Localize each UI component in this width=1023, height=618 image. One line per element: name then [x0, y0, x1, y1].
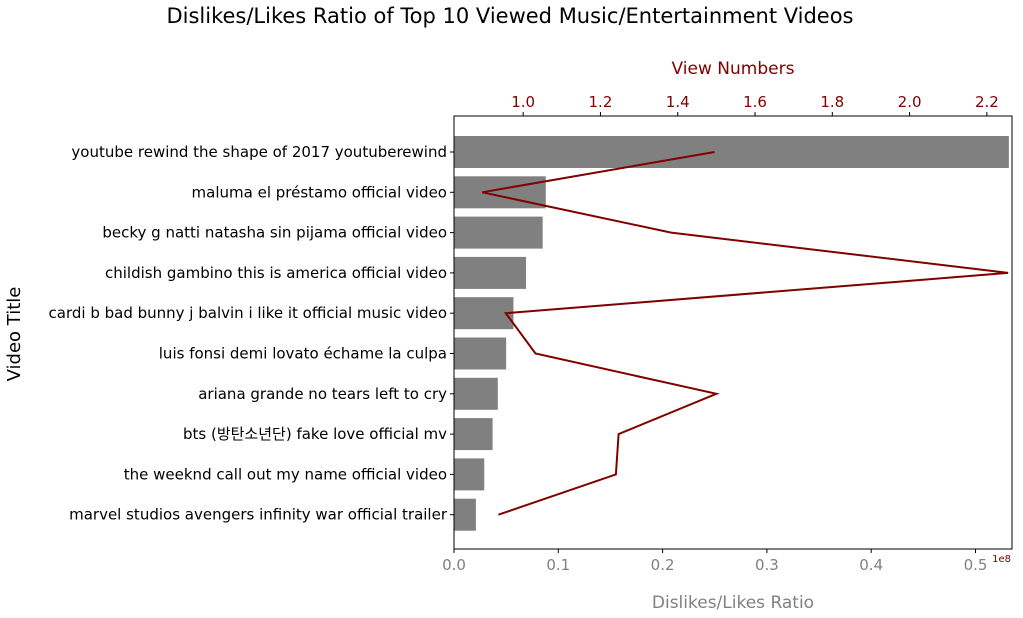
- bar-0: [454, 136, 1009, 168]
- bottom-tick-label: 0.1: [546, 556, 570, 574]
- category-label: youtube rewind the shape of 2017 youtube…: [71, 143, 447, 161]
- top-axis-label: View Numbers: [672, 59, 795, 79]
- y-axis-label: Video Title: [4, 287, 25, 382]
- bar-7: [454, 418, 493, 451]
- top-tick-label: 2.0: [898, 93, 922, 111]
- bar-5: [454, 337, 507, 370]
- category-label: luis fonsi demi lovato échame la culpa: [159, 345, 447, 363]
- bar-4: [454, 297, 514, 330]
- category-label: childish gambino this is america officia…: [105, 264, 447, 282]
- view-numbers-line: [481, 151, 1009, 516]
- bar-3: [454, 256, 526, 289]
- category-label: maluma el préstamo official video: [192, 183, 447, 201]
- bottom-tick-label: 0.3: [755, 556, 779, 574]
- category-label: becky g natti natasha sin pijama officia…: [102, 224, 447, 242]
- bars: [454, 136, 1009, 531]
- top-tick-label: 1.6: [743, 93, 767, 111]
- bar-2: [454, 216, 543, 249]
- top-tick-label: 1.4: [666, 93, 690, 111]
- top-axis-ticks: 1.0 1.2 1.4 1.6 1.8 2.0 2.2: [511, 93, 999, 116]
- top-axis-exponent: 1e8: [992, 554, 1011, 565]
- category-label: bts (방탄소년단) fake love official mv: [183, 425, 447, 443]
- bar-8: [454, 458, 485, 491]
- top-tick-label: 1.8: [820, 93, 844, 111]
- bottom-axis-ticks: 0.0 0.1 0.2 0.3 0.4 0.5: [442, 549, 987, 574]
- category-labels: youtube rewind the shape of 2017 youtube…: [49, 143, 454, 524]
- top-tick-label: 2.2: [975, 93, 999, 111]
- top-tick-label: 1.2: [589, 93, 613, 111]
- category-label: the weeknd call out my name official vid…: [124, 465, 447, 483]
- category-label: marvel studios avengers infinity war off…: [69, 506, 448, 524]
- category-label: ariana grande no tears left to cry: [198, 385, 447, 403]
- view-line: [481, 151, 1009, 516]
- bottom-tick-label: 0.5: [964, 556, 988, 574]
- bottom-tick-label: 0.4: [859, 556, 883, 574]
- category-label: cardi b bad bunny j balvin i like it off…: [49, 304, 447, 322]
- bar-6: [454, 377, 498, 410]
- chart-title: Dislikes/Likes Ratio of Top 10 Viewed Mu…: [166, 4, 853, 28]
- bottom-tick-label: 0.2: [651, 556, 675, 574]
- bar-9: [454, 498, 476, 531]
- bottom-axis-label: Dislikes/Likes Ratio: [652, 593, 814, 613]
- plot-frame: [453, 115, 1013, 550]
- bottom-tick-label: 0.0: [442, 556, 466, 574]
- top-tick-label: 1.0: [511, 93, 535, 111]
